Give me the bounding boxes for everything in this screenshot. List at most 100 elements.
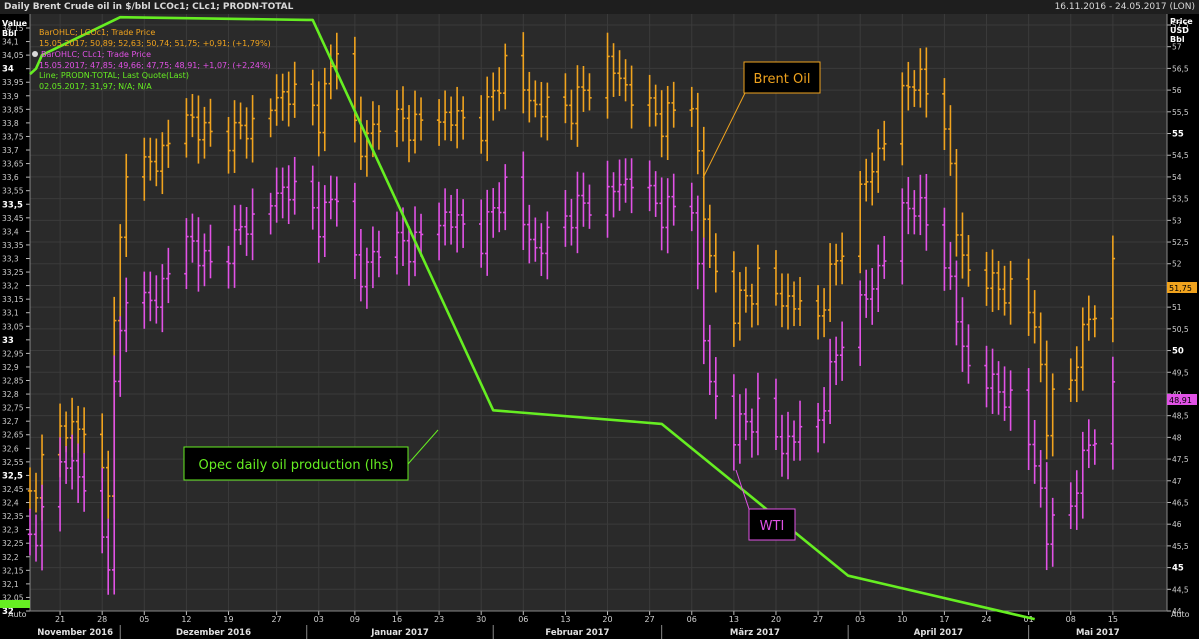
left-axis-tick-label: 32,7 [2,417,19,426]
left-axis-tick: 32,6 [2,444,30,453]
brent-ohlc-bar [503,43,508,110]
left-axis-tick: 32,95 [2,349,30,358]
wti-ohlc-bar [912,190,917,235]
bottom-axis: 21 28 05 12 19 27 03 09 16 23 30 06 13 20 27 06 13 20 27 03… [30,610,1167,639]
left-axis-tick: 33,2 [2,282,30,291]
brent-ohlc-bar [617,50,622,97]
left-axis-tick: 33,65 [2,160,30,169]
brent-ohlc-bar [587,73,592,111]
wti-ohlc-bar [208,224,213,279]
day-tick: 21 [55,611,65,624]
day-tick-label: 17 [939,615,949,624]
left-auto-button[interactable]: Auto [8,610,27,619]
brent-ohlc-bar [942,78,947,151]
wti-ohlc-bar [436,202,442,261]
right-axis-tick-label: 45 [1172,564,1184,574]
brent-ohlc-bar [539,81,544,138]
left-axis-tick-label: 34 [2,65,14,75]
left-axis-tick-label: 33,3 [2,254,19,263]
left-axis-tick-label: 33,75 [2,132,24,141]
left-axis-tick-label: 33,45 [2,214,24,223]
opec-production-line [29,15,1035,621]
brent-ohlc-bar [448,96,454,142]
wti-ohlc-bar [918,174,923,236]
brent-ohlc-bar [454,86,460,149]
wti-ohlc-bar [27,508,33,556]
brent-ohlc-bar [563,73,568,124]
wti-ohlc-bar [118,316,123,397]
brent-ohlc-bar [701,126,706,241]
left-axis-tick-label: 33,4 [2,227,19,236]
left-axis-tick: 33,95 [2,78,30,87]
legend-wti-marker-icon [32,51,38,57]
brent-ohlc-bar [527,71,532,123]
chart-title: Daily Brent Crude oil in $/bbl LCOc1; CL… [4,2,294,12]
brent-ohlc-bar [1110,235,1116,343]
left-axis-tick: 33,35 [2,241,30,250]
month-label-text: Dezember 2016 [176,628,251,638]
day-tick-label: 03 [314,615,324,624]
wti-ohlc-bar [533,217,538,262]
brent-ohlc-bar [605,32,610,119]
wti-ohlc-bar [948,241,953,290]
left-axis-tick: 32,7 [2,417,30,426]
wti-ohlc-bar [671,173,676,226]
right-axis-tick: 48 [1167,433,1182,442]
day-tick-label: 16 [392,615,402,624]
wti-ohlc-bar [785,411,791,480]
left-axis-tick-label: 32,8 [2,390,19,399]
left-axis-tick-label: 32 [2,607,14,617]
right-axis-tick: 50,5 [1167,325,1189,334]
brent-ohlc-bar [521,32,526,114]
wti-ohlc-bar [1008,370,1013,431]
left-axis-tick-label: 32,25 [2,539,24,548]
wti-ohlc-bar [69,434,75,490]
left-axis-tick: 33,7 [2,146,30,155]
wti-ohlc-bar [815,402,821,453]
wti-ohlc-bar [653,171,658,217]
day-tick-label: 13 [729,615,739,624]
brent-ohlc-bar [833,243,839,286]
right-axis-tick: 52,5 [1167,238,1189,247]
brent-ohlc-bar [647,74,652,127]
brent-ohlc-bar [33,472,39,513]
brent-ohlc-bar [900,72,905,166]
wti-ohlc-bar [623,158,628,203]
wti-ohlc-bar [75,443,81,503]
right-axis-tick-label: 48,5 [1172,412,1189,421]
brent-ohlc-bar [882,120,887,161]
brent-ohlc-bar [292,61,297,118]
brent-callout-line [702,92,746,179]
month-label-text: März 2017 [730,628,780,638]
brent-ohlc-bar [912,70,917,107]
wti-ohlc-bar [629,158,634,214]
brent-ohlc-bar [364,120,370,177]
right-axis-tick-label: 46 [1172,520,1182,529]
wti-ohlc-bar [611,172,616,218]
brent-ohlc-bar [773,250,779,306]
day-tick: 20 [602,611,613,624]
left-axis-tick: 32,9 [2,363,30,372]
left-axis-tick: 33,45 [2,214,30,223]
brent-ohlc-bar [81,407,87,454]
left-axis-tick-label: 32,05 [2,593,24,602]
wti-ohlc-bar [376,230,382,278]
wti-ohlc-bar [63,446,69,484]
wti-ohlc-bar [1086,419,1091,469]
brent-ohlc-bar [695,92,700,175]
wti-ohlc-bar [942,207,947,291]
wti-ohlc-bar [202,233,207,287]
brent-ohlc-bar [653,84,658,127]
right-auto-button[interactable]: Auto [1171,610,1190,619]
day-tick: 19 [223,611,234,624]
legend-brent-title: BarOHLC; LCOc1; Trade Price [39,28,155,37]
left-axis-tick-label: 32,15 [2,566,24,575]
left-axis-tick-label: 32,85 [2,377,24,386]
wti-ohlc-bar [659,177,664,251]
legend-wti-values: 15.05.2017; 47,85; 49,66; 47,75; 48,91; … [39,61,271,70]
right-axis-tick: 45,5 [1167,542,1189,551]
brent-ohlc-bar [990,249,995,312]
left-axis-tick: 32,65 [2,431,30,440]
right-axis-tick: 45 [1167,564,1184,574]
wti-ohlc-bar [370,226,376,289]
